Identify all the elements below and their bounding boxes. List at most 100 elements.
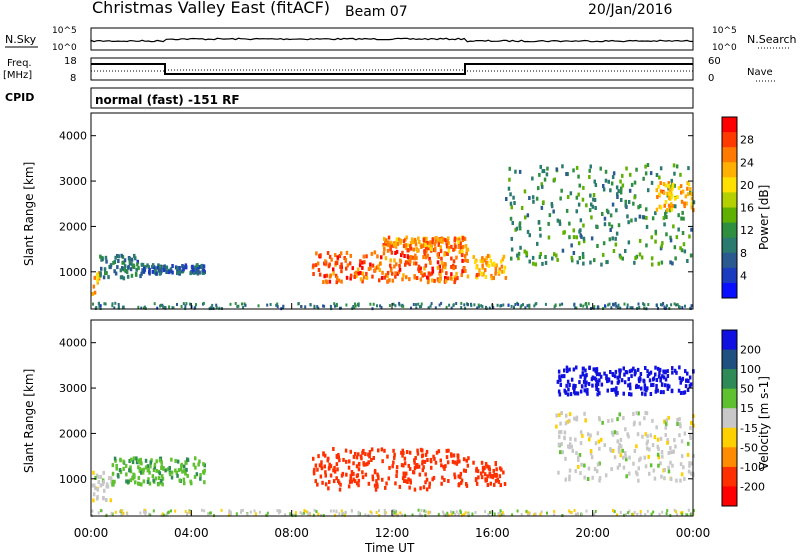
heatmap-cell bbox=[99, 254, 102, 259]
ground-scatter-cell bbox=[139, 511, 142, 515]
heatmap-cell bbox=[407, 477, 410, 482]
ground-scatter-cell bbox=[165, 513, 168, 517]
heatmap-cell bbox=[365, 271, 368, 276]
heatmap-cell bbox=[312, 469, 316, 474]
heatmap-cell bbox=[652, 376, 656, 381]
heatmap-cell bbox=[644, 366, 647, 370]
ground-scatter-cell bbox=[540, 510, 543, 514]
heatmap-cell bbox=[446, 460, 450, 465]
heatmap-cell bbox=[148, 270, 151, 275]
heatmap-cell bbox=[424, 255, 428, 260]
ground-scatter-cell bbox=[659, 303, 662, 307]
heatmap-cell bbox=[315, 251, 318, 256]
heatmap-cell bbox=[610, 388, 613, 392]
heatmap-cell bbox=[450, 256, 453, 261]
ground-scatter-cell bbox=[236, 305, 239, 308]
heatmap-cell bbox=[674, 444, 677, 449]
colorbar-swatch bbox=[722, 117, 737, 133]
heatmap-cell bbox=[436, 260, 440, 265]
heatmap-cell bbox=[672, 224, 675, 229]
colorbar-swatch bbox=[722, 447, 737, 468]
heatmap-cell bbox=[388, 278, 391, 283]
heatmap-cell bbox=[525, 251, 529, 256]
heatmap-cell bbox=[575, 417, 578, 422]
heatmap-cell bbox=[140, 482, 143, 487]
heatmap-cell bbox=[650, 383, 653, 388]
ground-scatter-cell bbox=[293, 513, 295, 517]
heatmap-cell bbox=[440, 268, 444, 273]
heatmap-cell bbox=[680, 454, 684, 459]
heatmap-cell bbox=[669, 205, 672, 210]
heatmap-cell bbox=[677, 213, 680, 218]
heatmap-cell bbox=[483, 472, 487, 477]
heatmap-cell bbox=[431, 266, 434, 271]
heatmap-cell bbox=[579, 389, 583, 394]
heatmap-cell bbox=[113, 456, 117, 461]
heatmap-cell bbox=[128, 257, 131, 262]
ground-scatter-cell bbox=[628, 509, 631, 513]
heatmap-cell bbox=[202, 264, 206, 269]
y-tick-label: 3000 bbox=[59, 382, 87, 395]
heatmap-cell bbox=[618, 371, 622, 375]
heatmap-cell bbox=[579, 233, 582, 238]
heatmap-cell bbox=[690, 420, 693, 425]
heatmap-cell bbox=[566, 369, 569, 374]
heatmap-cell bbox=[141, 470, 145, 475]
heatmap-cell bbox=[575, 235, 578, 240]
ground-scatter-cell bbox=[220, 508, 223, 512]
heatmap-cell bbox=[583, 463, 586, 468]
ground-scatter-cell bbox=[182, 302, 185, 306]
heatmap-cell bbox=[429, 243, 433, 248]
heatmap-cell bbox=[440, 261, 444, 265]
heatmap-cell bbox=[371, 477, 375, 482]
heatmap-cell bbox=[514, 227, 517, 232]
heatmap-cell bbox=[620, 198, 623, 202]
heatmap-cell bbox=[114, 458, 117, 463]
ground-scatter-cell bbox=[392, 302, 395, 306]
heatmap-cell bbox=[637, 384, 640, 389]
heatmap-cell bbox=[676, 417, 679, 422]
heatmap-cell bbox=[426, 253, 429, 258]
ground-scatter-cell bbox=[168, 305, 171, 309]
ground-scatter-cell bbox=[423, 509, 426, 513]
heatmap-cell bbox=[641, 434, 644, 439]
heatmap-cell bbox=[422, 465, 425, 470]
heatmap-cell bbox=[139, 457, 142, 462]
heatmap-cell bbox=[148, 470, 151, 475]
heatmap-cell bbox=[667, 196, 671, 200]
heatmap-cell bbox=[334, 253, 337, 258]
heatmap-cell bbox=[460, 480, 463, 485]
heatmap-cell bbox=[659, 461, 662, 466]
heatmap-cell bbox=[681, 210, 684, 215]
heatmap-cell bbox=[452, 259, 456, 264]
heatmap-cell bbox=[662, 390, 665, 395]
heatmap-cell bbox=[157, 268, 161, 273]
heatmap-cell bbox=[317, 268, 321, 272]
heatmap-cell bbox=[439, 249, 443, 254]
heatmap-cell bbox=[107, 275, 110, 280]
heatmap-cell bbox=[402, 239, 406, 244]
heatmap-cell bbox=[453, 275, 457, 280]
heatmap-cell bbox=[408, 450, 412, 455]
heatmap-cell bbox=[686, 371, 689, 376]
ground-scatter-cell bbox=[570, 511, 573, 515]
heatmap-cell bbox=[492, 261, 496, 266]
heatmap-cell bbox=[381, 270, 384, 275]
heatmap-cell bbox=[113, 479, 116, 484]
heatmap-cell bbox=[130, 261, 133, 266]
heatmap-cell bbox=[488, 254, 491, 259]
heatmap-cell bbox=[571, 448, 574, 453]
heatmap-cell bbox=[568, 235, 571, 240]
heatmap-cell bbox=[159, 264, 163, 269]
heatmap-cell bbox=[324, 259, 327, 264]
ground-scatter-cell bbox=[172, 306, 175, 310]
heatmap-cell bbox=[361, 475, 365, 480]
ground-scatter-cell bbox=[420, 302, 423, 306]
heatmap-cell bbox=[442, 237, 445, 242]
heatmap-cell bbox=[635, 167, 638, 172]
heatmap-cell bbox=[450, 265, 453, 269]
heatmap-cell bbox=[537, 186, 540, 191]
heatmap-cell bbox=[380, 447, 384, 452]
heatmap-cell bbox=[427, 246, 430, 251]
heatmap-cell bbox=[426, 280, 430, 285]
